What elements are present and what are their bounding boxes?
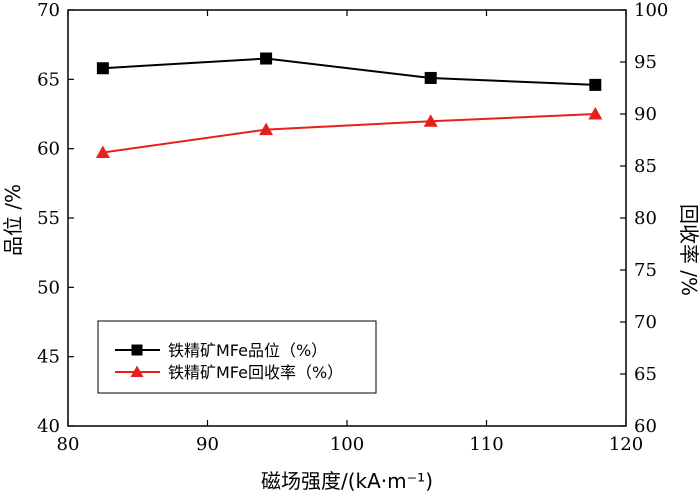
x-axis-title: 磁场强度/(kA·m⁻¹) — [261, 469, 433, 493]
y-left-tick-label: 55 — [37, 208, 60, 229]
y-right-tick-label: 80 — [634, 208, 657, 229]
legend-marker-series-2 — [130, 365, 144, 377]
y-right-tick-label: 75 — [634, 260, 657, 281]
data-point-series-2 — [588, 107, 603, 120]
data-point-series-1 — [96, 62, 109, 75]
y-right-tick-label: 100 — [634, 0, 668, 21]
y-right-tick-label: 60 — [634, 416, 657, 437]
x-tick-label: 80 — [57, 434, 80, 455]
ticks-layer: 80 90 100 110 120 40 45 50 55 60 65 70 60 65 70 75 80 85 9… — [37, 0, 668, 455]
y-right-tick-label: 95 — [634, 52, 657, 73]
x-tick-label: 110 — [469, 434, 503, 455]
y-right-tick-label: 85 — [634, 156, 657, 177]
y-left-tick-label: 45 — [37, 347, 60, 368]
y-axis-title-right: 回收率 /% — [677, 204, 700, 296]
data-point-series-2 — [423, 114, 438, 127]
y-axis-title-left: 品位 /% — [1, 184, 25, 256]
y-left-tick-label: 40 — [37, 416, 60, 437]
legend-label-series-2: 铁精矿MFe回收率（%） — [168, 363, 343, 382]
y-left-tick-label: 60 — [37, 139, 60, 160]
x-tick-label: 90 — [196, 434, 219, 455]
y-left-tick-label: 70 — [37, 0, 60, 21]
series-layer — [95, 52, 603, 158]
y-right-tick-label: 90 — [634, 104, 657, 125]
data-point-series-1 — [260, 52, 273, 65]
data-point-series-1 — [424, 71, 437, 84]
y-right-tick-label: 65 — [634, 364, 657, 385]
y-right-tick-label: 70 — [634, 312, 657, 333]
legend-box — [97, 320, 377, 394]
legend-label-series-1: 铁精矿MFe品位（%） — [168, 341, 327, 360]
y-left-tick-label: 65 — [37, 69, 60, 90]
series-line-2 — [102, 113, 596, 154]
x-tick-label: 120 — [609, 434, 643, 455]
legend: 铁精矿MFe品位（%） 铁精矿MFe回收率（%） — [97, 320, 377, 394]
data-point-series-2 — [259, 122, 274, 136]
y-left-tick-label: 50 — [37, 277, 60, 298]
data-point-series-2 — [95, 145, 110, 158]
x-tick-label: 100 — [330, 434, 364, 455]
legend-marker-series-1 — [131, 344, 143, 356]
data-point-series-1 — [589, 78, 602, 91]
series-line-1 — [102, 57, 596, 86]
